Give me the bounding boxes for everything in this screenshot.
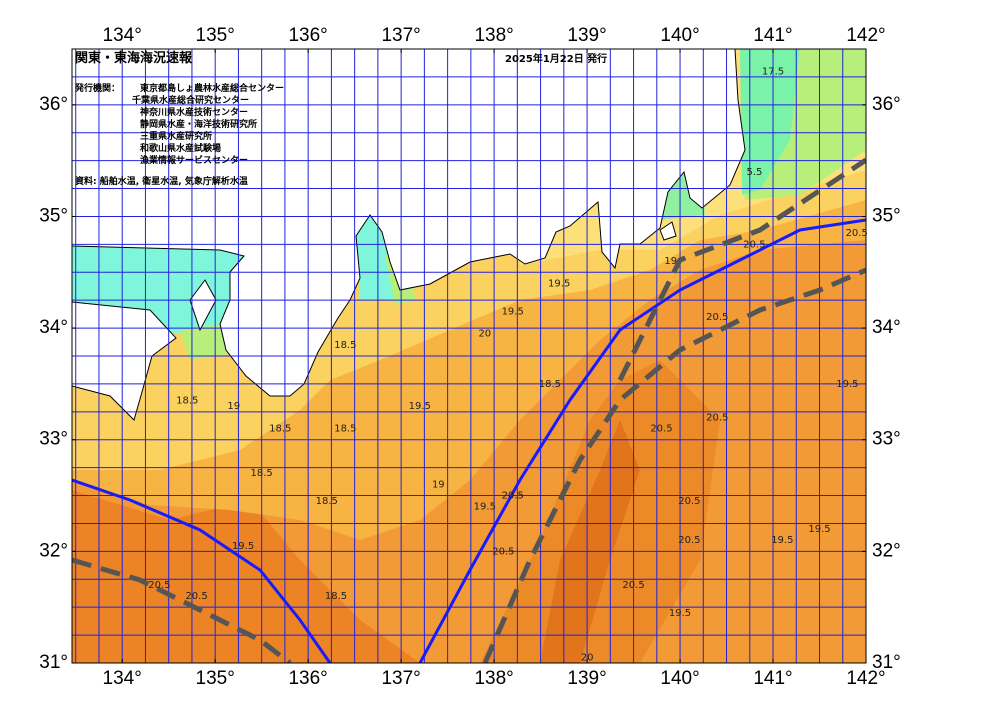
x-tick-label: 135°	[196, 25, 235, 46]
contour-label: 18.5	[269, 424, 291, 435]
contour-label: 19.5	[771, 535, 793, 546]
contour-label: 20.5	[148, 580, 170, 591]
publisher: 神奈川県水産技術センター	[140, 106, 248, 118]
axes: 134° 134° 135° 135° 136° 136° 137° 137° 138° 138°…	[39, 25, 900, 689]
contour-label: 20.5	[502, 491, 524, 502]
contour-label: 18.5	[325, 591, 347, 602]
x-tick-label: 134°	[103, 668, 142, 689]
x-tick-label: 136°	[288, 668, 327, 689]
source-note: 資料: 船舶水温, 衛星水温, 気象庁解析水温	[75, 175, 248, 187]
contour-label: 19.5	[548, 278, 570, 289]
contour-label: 19	[432, 479, 445, 490]
publisher: 漁業情報サービスセンター	[140, 154, 248, 166]
contour-label: 17.5	[762, 66, 784, 77]
y-tick-label: 36°	[872, 94, 901, 115]
contour-label: 18.5	[539, 379, 561, 390]
contour-label: 20.5	[678, 496, 700, 507]
contour-label: 19.5	[808, 524, 830, 535]
x-tick-label: 134°	[103, 25, 142, 46]
contour-label: 19.5	[836, 379, 858, 390]
contour-label: 19.5	[669, 608, 691, 619]
publisher: 静岡県水産・海洋技術研究所	[140, 118, 257, 130]
contour-label: 18.5	[316, 496, 338, 507]
x-tick-label: 139°	[567, 25, 606, 46]
y-tick-label: 34°	[872, 317, 901, 338]
contour-label: 18.5	[334, 424, 356, 435]
contour-label: 20	[478, 329, 491, 340]
x-tick-label: 142°	[846, 668, 885, 689]
contour-label: 19.5	[232, 541, 254, 552]
x-tick-label: 137°	[381, 25, 420, 46]
contour-label: 5.5	[746, 167, 762, 178]
frame	[71, 48, 867, 664]
temperature-field	[72, 49, 866, 663]
publisher: 三重県水産研究所	[140, 130, 212, 142]
publisher: 千葉県水産総合研究センター	[132, 94, 249, 106]
contour-label: 19	[664, 256, 677, 267]
x-tick-label: 136°	[288, 25, 327, 46]
publisher: 東京都島しょ農林水産総合センター	[140, 82, 284, 94]
graticule	[72, 49, 866, 663]
contour-label: 20.5	[185, 591, 207, 602]
x-tick-label: 135°	[196, 668, 235, 689]
y-tick-label: 31°	[39, 652, 68, 673]
x-tick-label: 137°	[381, 668, 420, 689]
publisher-heading: 発行機関：	[74, 82, 120, 94]
x-tick-label: 141°	[753, 25, 792, 46]
contour-label: 20.5	[743, 239, 765, 250]
publisher-list: 東京都島しょ農林水産総合センター千葉県水産総合研究センター神奈川県水産技術センタ…	[132, 82, 284, 166]
y-tick-label: 32°	[872, 540, 901, 561]
y-tick-label: 35°	[39, 205, 68, 226]
contour-label: 20.5	[622, 580, 644, 591]
contour-label: 19	[227, 401, 240, 412]
contour-label: 20.5	[678, 535, 700, 546]
contour-label: 20.5	[706, 412, 728, 423]
contour-label: 18.5	[334, 340, 356, 351]
contour-label: 20.5	[650, 424, 672, 435]
x-tick-label: 140°	[660, 668, 699, 689]
y-tick-label: 35°	[872, 205, 901, 226]
x-tick-label: 142°	[846, 25, 885, 46]
x-tick-label: 139°	[567, 668, 606, 689]
contour-label: 19.5	[474, 502, 496, 513]
contour-labels: 17.5 5.5 19 20.5 20.5 20.5 19.5 19.5 20 18.5 18.5 1…	[148, 66, 868, 663]
contour-label: 20.5	[706, 312, 728, 323]
contour-label: 18.5	[176, 396, 198, 407]
contour-label: 18.5	[251, 468, 273, 479]
x-tick-label: 138°	[474, 25, 513, 46]
contour-label: 20.5	[492, 546, 514, 557]
y-tick-label: 36°	[39, 94, 68, 115]
y-tick-label: 31°	[872, 652, 901, 673]
contour-label: 19.5	[502, 306, 524, 317]
x-tick-label: 140°	[660, 25, 699, 46]
y-tick-label: 32°	[39, 540, 68, 561]
map-title: 関東・東海海況速報	[75, 50, 193, 66]
y-tick-label: 34°	[39, 317, 68, 338]
y-tick-label: 33°	[872, 429, 901, 450]
publisher: 和歌山県水産試験場	[139, 142, 221, 154]
contour-label: 20	[581, 652, 594, 663]
contour-label: 19.5	[409, 401, 431, 412]
y-tick-label: 33°	[39, 429, 68, 450]
contours	[72, 157, 866, 663]
issue-date: 2025年1月22日 発行	[505, 52, 607, 65]
x-tick-label: 141°	[753, 668, 792, 689]
contour-label: 20.5	[846, 228, 868, 239]
x-tick-label: 138°	[474, 668, 513, 689]
